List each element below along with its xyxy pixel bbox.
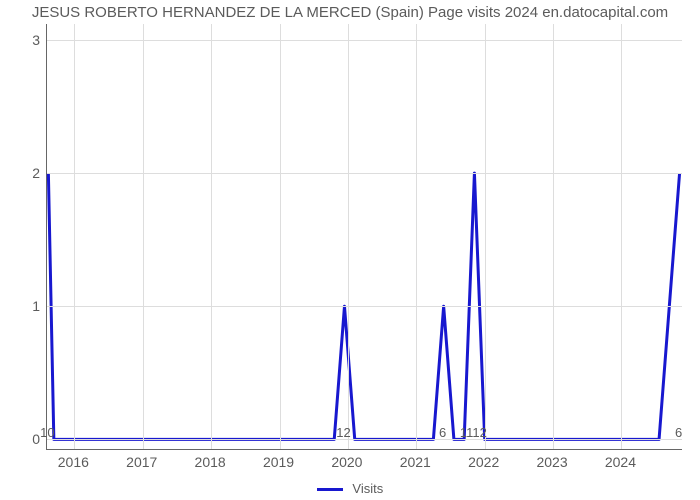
y-tick-label: 0 [6, 431, 40, 447]
data-point-label: 10 [40, 425, 54, 440]
grid-horizontal [47, 439, 682, 440]
legend: Visits [0, 481, 700, 496]
grid-horizontal [47, 173, 682, 174]
grid-horizontal [47, 40, 682, 41]
grid-vertical [74, 24, 75, 449]
chart-container: JESUS ROBERTO HERNANDEZ DE LA MERCED (Sp… [0, 0, 700, 500]
grid-vertical [553, 24, 554, 449]
grid-vertical [621, 24, 622, 449]
y-tick-label: 1 [6, 298, 40, 314]
data-point-label: 6 [439, 425, 446, 440]
x-tick-label: 2021 [400, 454, 431, 470]
data-point-label: 6 [675, 425, 682, 440]
x-tick-label: 2017 [126, 454, 157, 470]
legend-label: Visits [352, 481, 383, 496]
y-tick-label: 2 [6, 165, 40, 181]
y-tick-label: 3 [6, 32, 40, 48]
grid-vertical [211, 24, 212, 449]
legend-swatch [317, 488, 343, 491]
grid-vertical [348, 24, 349, 449]
grid-vertical [143, 24, 144, 449]
x-tick-label: 2019 [263, 454, 294, 470]
x-tick-label: 2020 [331, 454, 362, 470]
x-tick-label: 2018 [195, 454, 226, 470]
plot-area [46, 24, 682, 450]
grid-vertical [280, 24, 281, 449]
grid-horizontal [47, 306, 682, 307]
grid-vertical [416, 24, 417, 449]
x-tick-label: 2022 [468, 454, 499, 470]
x-tick-label: 2023 [536, 454, 567, 470]
data-point-label: 12 [336, 425, 350, 440]
x-tick-label: 2016 [58, 454, 89, 470]
grid-vertical [485, 24, 486, 449]
data-point-label: 1112 [460, 425, 487, 440]
x-tick-label: 2024 [605, 454, 636, 470]
chart-title: JESUS ROBERTO HERNANDEZ DE LA MERCED (Sp… [0, 4, 700, 21]
